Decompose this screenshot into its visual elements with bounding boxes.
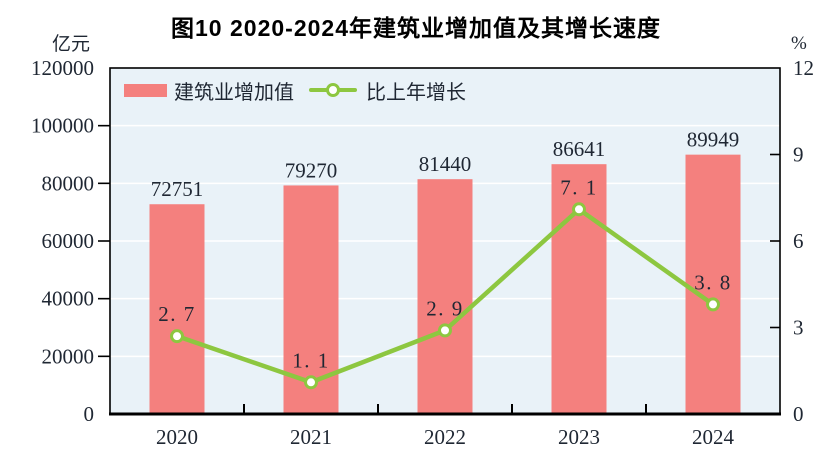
x-tick-label-2022: 2022 — [424, 425, 466, 449]
line-point-2023 — [572, 202, 586, 217]
bar-2023 — [551, 164, 607, 414]
right-axis-unit-label: % — [791, 33, 807, 54]
y-left-tick-label-20000: 20000 — [42, 344, 95, 368]
x-tick-label-2024: 2024 — [692, 425, 735, 449]
y-left-tick-label-0: 0 — [84, 402, 95, 426]
y-right-tick-label-9: 9 — [793, 143, 804, 167]
y-left-tick-label-120000: 120000 — [31, 56, 94, 80]
legend-line-marker — [309, 83, 357, 97]
x-tick-label-2020: 2020 — [156, 425, 198, 449]
legend-bar-label: 建筑业增加值 — [174, 81, 294, 104]
line-value-label-2020: 2. 7 — [158, 302, 196, 326]
legend-bar-swatch — [124, 83, 167, 97]
line-point-2022 — [438, 323, 452, 338]
legend: 建筑业增加值 比上年增长 — [124, 79, 466, 104]
bar-value-label-2021: 79270 — [285, 158, 338, 182]
bar-value-label-2022: 81440 — [419, 152, 472, 176]
bar-value-label-2024: 89949 — [687, 128, 740, 152]
legend-line-dot-icon — [326, 83, 340, 97]
line-value-label-2022: 2. 9 — [426, 296, 464, 320]
chart-title: 图10 2020-2024年建筑业增加值及其增长速度 — [171, 15, 661, 41]
line-value-label-2024: 3. 8 — [694, 270, 732, 294]
y-left-tick-label-100000: 100000 — [31, 114, 94, 138]
y-left-tick-label-60000: 60000 — [42, 229, 95, 253]
left-axis-unit-label: 亿元 — [52, 34, 91, 55]
y-right-tick-label-12: 12 — [793, 56, 814, 80]
legend-line-label: 比上年增长 — [366, 81, 466, 104]
y-left-tick-label-40000: 40000 — [42, 287, 95, 311]
line-point-2021 — [304, 375, 318, 390]
x-tick-label-2021: 2021 — [290, 425, 332, 449]
y-left-tick-label-80000: 80000 — [42, 171, 95, 195]
bar-value-label-2020: 72751 — [151, 177, 204, 201]
bar-value-label-2023: 86641 — [553, 137, 606, 161]
x-tick-label-2023: 2023 — [558, 425, 600, 449]
line-point-2024 — [706, 297, 720, 312]
line-point-2020 — [170, 329, 184, 344]
line-value-label-2021: 1. 1 — [292, 348, 330, 372]
y-right-tick-label-6: 6 — [793, 229, 804, 253]
line-value-label-2023: 7. 1 — [560, 175, 598, 199]
y-right-tick-label-0: 0 — [793, 402, 804, 426]
bar-2022 — [417, 179, 473, 414]
bar-2020 — [149, 204, 205, 414]
bar-2024 — [685, 154, 741, 415]
y-right-tick-label-3: 3 — [793, 316, 804, 340]
